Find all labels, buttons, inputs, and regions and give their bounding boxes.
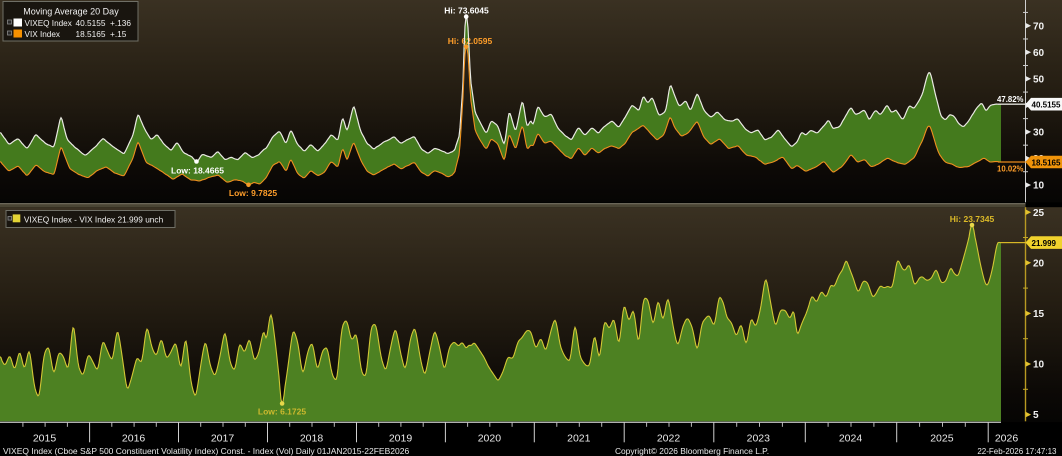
svg-text:2016: 2016 xyxy=(122,433,146,445)
svg-text:VIXEQ Index (Cboe S&P 500 Cons: VIXEQ Index (Cboe S&P 500 Constituent Vo… xyxy=(3,446,409,456)
svg-text:2018: 2018 xyxy=(300,433,324,445)
svg-text:15: 15 xyxy=(1033,309,1045,320)
svg-text:Low: 6.1725: Low: 6.1725 xyxy=(258,407,306,417)
svg-text:Moving Average 20 Day: Moving Average 20 Day xyxy=(23,7,119,17)
svg-text:22-Feb-2026 17:47:13: 22-Feb-2026 17:47:13 xyxy=(977,447,1057,456)
svg-text:2025: 2025 xyxy=(930,433,954,445)
svg-text:Copyright© 2026 Bloomberg Fina: Copyright© 2026 Bloomberg Finance L.P. xyxy=(615,446,769,456)
svg-text:10: 10 xyxy=(1033,181,1045,192)
svg-text:Hi: 23.7345: Hi: 23.7345 xyxy=(950,214,995,224)
svg-text:10.02%: 10.02% xyxy=(997,164,1024,173)
svg-text:2026: 2026 xyxy=(995,433,1019,445)
svg-text:2023: 2023 xyxy=(747,433,771,445)
svg-text:Hi: 73.6045: Hi: 73.6045 xyxy=(444,5,489,15)
svg-text:40.5155: 40.5155 xyxy=(1032,101,1061,110)
svg-text:10: 10 xyxy=(1033,360,1045,371)
svg-text:21.999: 21.999 xyxy=(1032,239,1057,248)
svg-text:20: 20 xyxy=(1033,258,1045,269)
svg-text:+.15: +.15 xyxy=(110,29,127,39)
svg-text:2019: 2019 xyxy=(389,433,413,445)
svg-text:2015: 2015 xyxy=(33,433,57,445)
svg-text:2020: 2020 xyxy=(478,433,502,445)
svg-text:18.5165: 18.5165 xyxy=(1032,158,1061,167)
svg-text:VIXEQ Index: VIXEQ Index xyxy=(25,19,72,28)
svg-text:+.136: +.136 xyxy=(110,18,131,28)
svg-text:47.82%: 47.82% xyxy=(997,95,1024,104)
svg-text:VIX Index: VIX Index xyxy=(25,30,61,39)
svg-text:Low: 9.7825: Low: 9.7825 xyxy=(229,188,277,198)
svg-text:Hi: 62.0595: Hi: 62.0595 xyxy=(448,36,493,46)
svg-text:5: 5 xyxy=(1033,410,1039,421)
svg-text:2022: 2022 xyxy=(657,433,681,445)
svg-text:25: 25 xyxy=(1033,208,1045,219)
svg-text:60: 60 xyxy=(1033,48,1045,59)
svg-text:30: 30 xyxy=(1033,128,1045,139)
svg-text:70: 70 xyxy=(1033,21,1045,32)
svg-text:2024: 2024 xyxy=(839,433,863,445)
svg-text:50: 50 xyxy=(1033,74,1045,85)
svg-text:VIXEQ Index - VIX Index 21.99: VIXEQ Index - VIX Index 21.999 unch xyxy=(24,215,164,225)
svg-text:18.5165: 18.5165 xyxy=(76,29,106,39)
svg-text:40.5155: 40.5155 xyxy=(76,18,106,28)
svg-text:2017: 2017 xyxy=(211,433,235,445)
svg-text:2021: 2021 xyxy=(567,433,591,445)
svg-text:Low: 18.4665: Low: 18.4665 xyxy=(171,166,224,176)
